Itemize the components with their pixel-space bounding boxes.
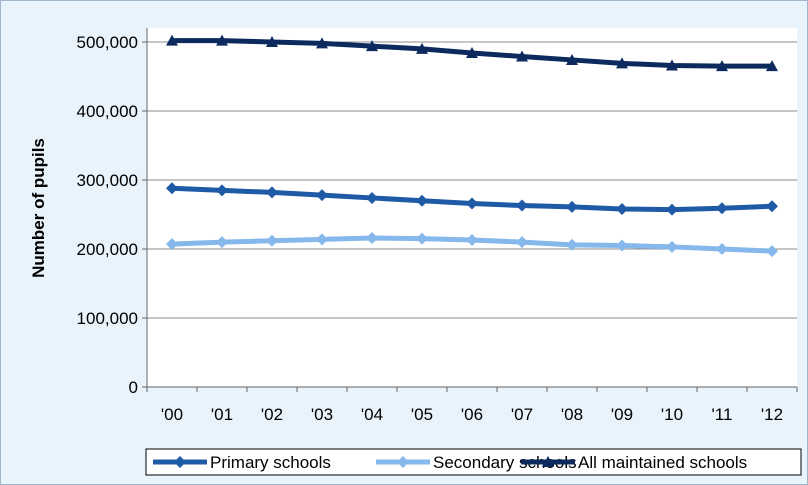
y-tick-label: 500,000 [77,33,138,52]
data-point [516,50,528,62]
x-tick-labels: '00 '01 '02 '03 '04 '05 '06 '07 '08 '09 '10 '11 '12 [146,387,798,424]
y-axis-title: Number of pupils [29,138,48,278]
x-tick-label: '06 [461,405,483,424]
data-point [466,234,478,247]
data-point [666,240,678,253]
legend-marker [397,456,409,468]
series-2 [166,231,778,258]
y-tick-label: 300,000 [77,171,138,190]
data-point [766,200,778,213]
data-point [466,197,478,210]
data-point [516,199,528,212]
data-point [266,36,278,47]
data-point [416,42,428,54]
data-point [266,234,278,247]
y-tick-label: 0 [129,378,138,397]
data-point [166,238,178,251]
x-tick-label: '09 [611,405,633,424]
x-tick-label: '04 [361,405,383,424]
data-point [266,186,278,199]
legend-item: Primary schools [153,453,331,472]
legend: Primary schools Secondary schools All main… [145,448,802,476]
legend-label: All maintained schools [578,453,747,472]
data-point [466,47,478,59]
data-point [216,34,228,46]
data-point [216,184,228,197]
data-point [716,243,728,255]
data-point [416,194,428,207]
data-point [316,37,328,49]
data-point [216,236,228,249]
data-point [166,34,178,46]
y-tick-label: 400,000 [77,102,138,121]
series-group [166,34,778,258]
y-tick-label: 200,000 [77,240,138,259]
data-point [666,59,678,71]
legend-box [145,448,802,476]
data-point [666,203,678,216]
data-point [566,238,578,251]
y-tick-labels: 0 100,000 200,000 300,000 400,000 500,000 [77,33,147,397]
x-tick-label: '03 [311,405,333,424]
data-point [366,40,378,52]
data-point [416,232,428,245]
data-point [766,60,778,72]
x-tick-label: '11 [712,405,733,424]
legend-item: All maintained schools [521,453,747,472]
legend-item: Secondary schools [376,453,577,472]
legend-marker [174,456,186,468]
data-point [516,236,528,249]
series-3 [166,34,778,72]
x-tick-label: '02 [261,405,283,424]
data-point [316,189,328,202]
y-tick-label: 100,000 [77,309,138,328]
data-point [766,245,778,258]
x-tick-label: '01 [211,405,233,424]
series-1 [166,182,778,216]
data-point [166,182,178,195]
x-tick-label: '00 [161,405,183,424]
data-point [716,202,728,215]
data-point [566,53,578,65]
data-point [316,233,328,246]
legend-marker [542,456,554,467]
data-point [716,60,728,72]
legend-label: Secondary schools [433,453,577,472]
data-point [566,200,578,213]
data-point [616,57,628,69]
x-tick-label: '07 [511,405,533,424]
legend-label: Primary schools [210,453,331,472]
gridlines [147,41,797,319]
x-tick-label: '10 [661,405,683,424]
data-point [616,202,628,215]
x-tick-label: '12 [761,405,783,424]
data-point [616,239,628,252]
x-tick-label: '05 [411,405,433,424]
data-point [366,231,378,244]
data-point [366,191,378,204]
x-tick-label: '08 [561,405,583,424]
